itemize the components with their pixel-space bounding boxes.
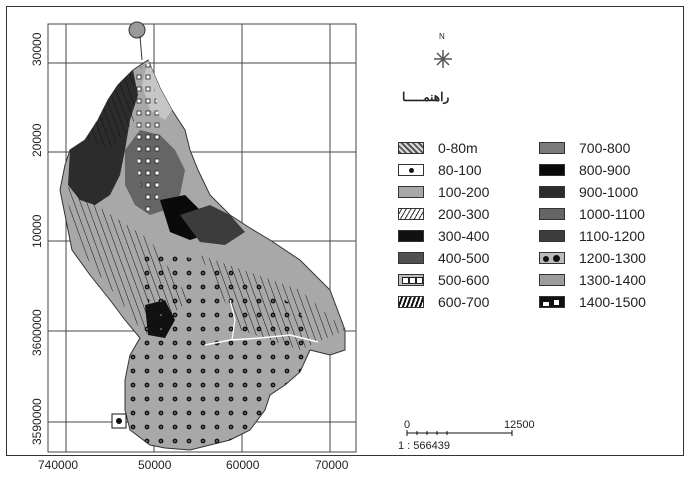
- legend-swatch: [398, 208, 424, 220]
- river-line: [204, 334, 319, 346]
- legend-label: 600-700: [438, 294, 490, 310]
- legend-swatch: [539, 274, 565, 286]
- legend-swatch: [539, 186, 565, 198]
- scale-start: 0: [404, 419, 411, 431]
- y-tick-label: 20000: [30, 123, 44, 157]
- region-1200-1300: [125, 245, 310, 450]
- legend-left-column: 0-80m 80-100 100-200 200-300 300-400 400-500 5…: [398, 137, 489, 313]
- legend-label: 800-900: [579, 162, 631, 178]
- region-500-600: [135, 62, 160, 215]
- north-arrow-icon: [434, 50, 452, 68]
- terrain-regions: [59, 21, 346, 451]
- legend-swatch: [539, 296, 565, 308]
- legend-label: 100-200: [438, 184, 490, 200]
- legend-item: 800-900: [539, 159, 646, 181]
- legend-item: 500-600: [398, 269, 489, 291]
- y-tick-label: 30000: [30, 32, 44, 66]
- legend-swatch: [539, 142, 565, 154]
- legend-label: 1300-1400: [579, 272, 646, 288]
- scale-end: 12500: [504, 419, 535, 431]
- legend-swatch: [398, 296, 424, 308]
- legend-label: 500-600: [438, 272, 490, 288]
- legend-swatch: [398, 252, 424, 264]
- legend-label: 1000-1100: [579, 206, 645, 222]
- legend-swatch: [398, 142, 424, 154]
- legend-label: 80-100: [438, 162, 482, 178]
- legend-item: 80-100: [398, 159, 489, 181]
- legend-label: 0-80m: [438, 140, 478, 156]
- legend-label: 1400-1500: [579, 294, 646, 310]
- legend-item: 900-1000: [539, 181, 646, 203]
- scale-bar: [406, 430, 513, 436]
- legend-item: 200-300: [398, 203, 489, 225]
- x-tick-label: 70000: [315, 458, 349, 472]
- legend-item: 0-80m: [398, 137, 489, 159]
- x-tick-label: 740000: [38, 458, 79, 472]
- legend-swatch: [539, 230, 565, 242]
- legend-label: 400-500: [438, 250, 490, 266]
- legend-item: 600-700: [398, 291, 489, 313]
- river-line-2: [229, 299, 236, 341]
- legend-label: 700-800: [579, 140, 631, 156]
- x-tick-label: 60000: [226, 458, 260, 472]
- legend-label: 300-400: [438, 228, 490, 244]
- legend-right-column: 700-800 800-900 900-1000 1000-1100 1100-1200…: [539, 137, 646, 313]
- map-frame: [6, 6, 684, 456]
- y-tick-label: 3600000: [30, 309, 44, 356]
- north-label: N: [439, 32, 445, 41]
- y-tick-label: 3590000: [30, 398, 44, 445]
- legend-title: راهنمـــــا: [402, 90, 450, 104]
- legend-swatch: [539, 208, 565, 220]
- legend-swatch: [398, 186, 424, 198]
- region-0-80m-top: [128, 21, 146, 39]
- legend-item: 700-800: [539, 137, 646, 159]
- legend-swatch: [539, 164, 565, 176]
- legend-swatch: [398, 230, 424, 242]
- legend-item: 1000-1100: [539, 203, 646, 225]
- legend-item: 1300-1400: [539, 269, 646, 291]
- legend-item: 400-500: [398, 247, 489, 269]
- legend-item: 300-400: [398, 225, 489, 247]
- region-600-700-fan-top: [85, 70, 135, 150]
- x-tick-label: 50000: [138, 458, 172, 472]
- legend-swatch: [539, 252, 565, 264]
- scale-ratio: 1 : 566439: [398, 440, 450, 452]
- legend-item: 1200-1300: [539, 247, 646, 269]
- legend-item: 1100-1200: [539, 225, 646, 247]
- region-1100-1200: [180, 205, 245, 245]
- legend-swatch: [398, 164, 424, 176]
- legend-swatch: [398, 274, 424, 286]
- legend-label: 900-1000: [579, 184, 639, 200]
- legend-label: 200-300: [438, 206, 490, 222]
- y-tick-label: 10000: [30, 214, 44, 248]
- legend-label: 1200-1300: [579, 250, 646, 266]
- legend-item: 1400-1500: [539, 291, 646, 313]
- legend-label: 1100-1200: [579, 228, 645, 244]
- legend-item: 100-200: [398, 181, 489, 203]
